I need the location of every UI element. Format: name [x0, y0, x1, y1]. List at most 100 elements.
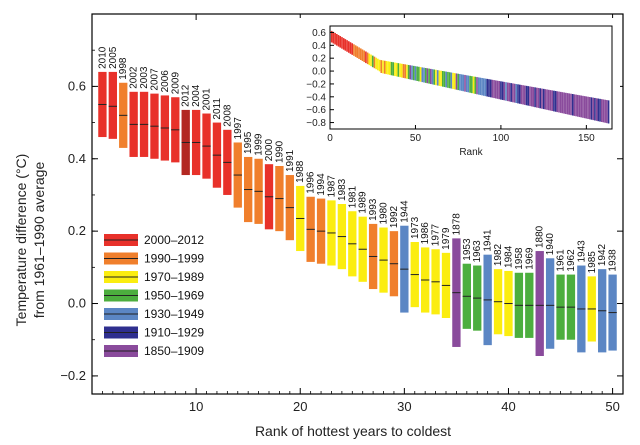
inset-bar [406, 64, 408, 79]
bar-1940 [545, 258, 555, 349]
inset-bar [424, 67, 427, 83]
year-label-1998: 1998 [118, 57, 129, 80]
inset-bar [412, 65, 415, 81]
inset-bar [351, 43, 354, 55]
year-label-2004: 2004 [191, 84, 202, 107]
year-label-2003: 2003 [139, 66, 150, 89]
inset-bar [565, 92, 567, 115]
year-label-1953: 1953 [462, 238, 473, 261]
year-label-1986: 1986 [420, 222, 431, 245]
inset-bar [438, 70, 441, 86]
inset-bar [558, 91, 560, 113]
bar-1880 [535, 251, 544, 356]
inset-y-tick-label-0: 0.6 [312, 28, 326, 39]
year-label-2002: 2002 [129, 66, 140, 89]
inset-bar [426, 68, 429, 84]
year-label-1958: 1958 [514, 247, 525, 270]
inset-bar [563, 92, 565, 114]
inset-bar [568, 93, 571, 115]
year-label-2001: 2001 [202, 88, 213, 111]
year-label-2012: 2012 [181, 84, 192, 107]
inset-bar [496, 80, 499, 99]
inset-bar [505, 82, 507, 101]
inset-bar [464, 74, 466, 92]
legend-label-6: 1850–1909 [144, 344, 204, 358]
inset-bar [524, 85, 526, 105]
x-tick-label-50: 50 [605, 399, 619, 414]
inset-bar [421, 67, 424, 83]
inset-bar [411, 65, 413, 80]
inset-bar [517, 84, 519, 104]
inset-bar [447, 71, 449, 88]
inset-bar [477, 77, 480, 95]
inset-bar [541, 88, 543, 109]
inset-bar [554, 90, 557, 112]
legend-label-2: 1970–1989 [144, 270, 204, 284]
inset-bar [592, 97, 595, 121]
inset-y-tick-label-7: −0.8 [306, 118, 326, 129]
inset-bar [341, 37, 343, 49]
inset-bar [394, 62, 396, 77]
inset-bar [358, 47, 360, 59]
y-tick-label-3: 0.4 [68, 151, 86, 166]
year-label-2006: 2006 [160, 70, 171, 93]
inset-y-tick-label-3: 0.0 [312, 67, 326, 78]
inset-bar [342, 38, 345, 50]
inset-bar [459, 74, 461, 91]
inset-bar [353, 44, 355, 56]
y-tick-label-0: −0.2 [60, 368, 86, 383]
year-label-1990: 1990 [274, 140, 285, 163]
inset-bar [486, 78, 489, 97]
inset-bar [339, 36, 342, 48]
inset-bar [467, 75, 470, 93]
legend-label-5: 1910–1929 [144, 326, 204, 340]
inset-bar [532, 87, 535, 107]
inset-bar [600, 99, 603, 122]
inset-bar [547, 89, 550, 111]
inset-bar [409, 65, 412, 80]
inset-bar [520, 84, 523, 105]
year-label-2008: 2008 [222, 104, 233, 127]
inset-bar [582, 95, 584, 118]
inset-bar [506, 82, 509, 102]
year-label-1880: 1880 [535, 225, 546, 248]
year-label-1962: 1962 [566, 249, 577, 272]
inset-bar [349, 42, 352, 54]
inset-bar [606, 100, 608, 124]
inset-bar [336, 33, 338, 46]
inset-bar [443, 71, 446, 88]
inset-y-tick-label-4: −0.2 [306, 79, 326, 90]
inset-bar [399, 63, 401, 78]
inset-bar [404, 64, 407, 79]
year-label-1944: 1944 [399, 200, 410, 223]
inset-bar [553, 90, 555, 112]
year-label-1938: 1938 [608, 249, 619, 272]
inset-bar [573, 94, 576, 116]
year-label-1989: 1989 [358, 191, 369, 214]
inset-bar [332, 31, 335, 44]
year-label-1982: 1982 [493, 243, 504, 266]
inset-bar [479, 77, 482, 96]
inset-bar [382, 60, 384, 74]
inset-bar [588, 97, 591, 120]
inset-bar [397, 63, 400, 77]
inset-bar [556, 91, 559, 113]
inset-bar [498, 80, 501, 100]
inset-chart: 0 50 100 150 0.6 0.4 0.2 0.0−0.2 −0.4 −0.6 −0.8 Ran… [294, 18, 620, 158]
inset-bar [566, 93, 569, 115]
inset-bar [359, 48, 362, 60]
inset-bar [583, 96, 586, 119]
year-label-1977: 1977 [431, 224, 442, 247]
year-label-1980: 1980 [379, 202, 390, 225]
y-axis-title-line2: from 1961–1990 average [31, 162, 47, 319]
year-label-1973: 1973 [410, 216, 421, 239]
inset-bar [414, 66, 417, 81]
legend-label-1: 1990–1999 [144, 252, 204, 266]
year-label-2010: 2010 [97, 46, 108, 69]
inset-y-tick-label-6: −0.6 [306, 105, 326, 116]
inset-bar [529, 86, 531, 107]
x-tick-label-10: 10 [189, 399, 203, 414]
x-tick-label-40: 40 [501, 399, 515, 414]
inset-bar [373, 56, 376, 69]
